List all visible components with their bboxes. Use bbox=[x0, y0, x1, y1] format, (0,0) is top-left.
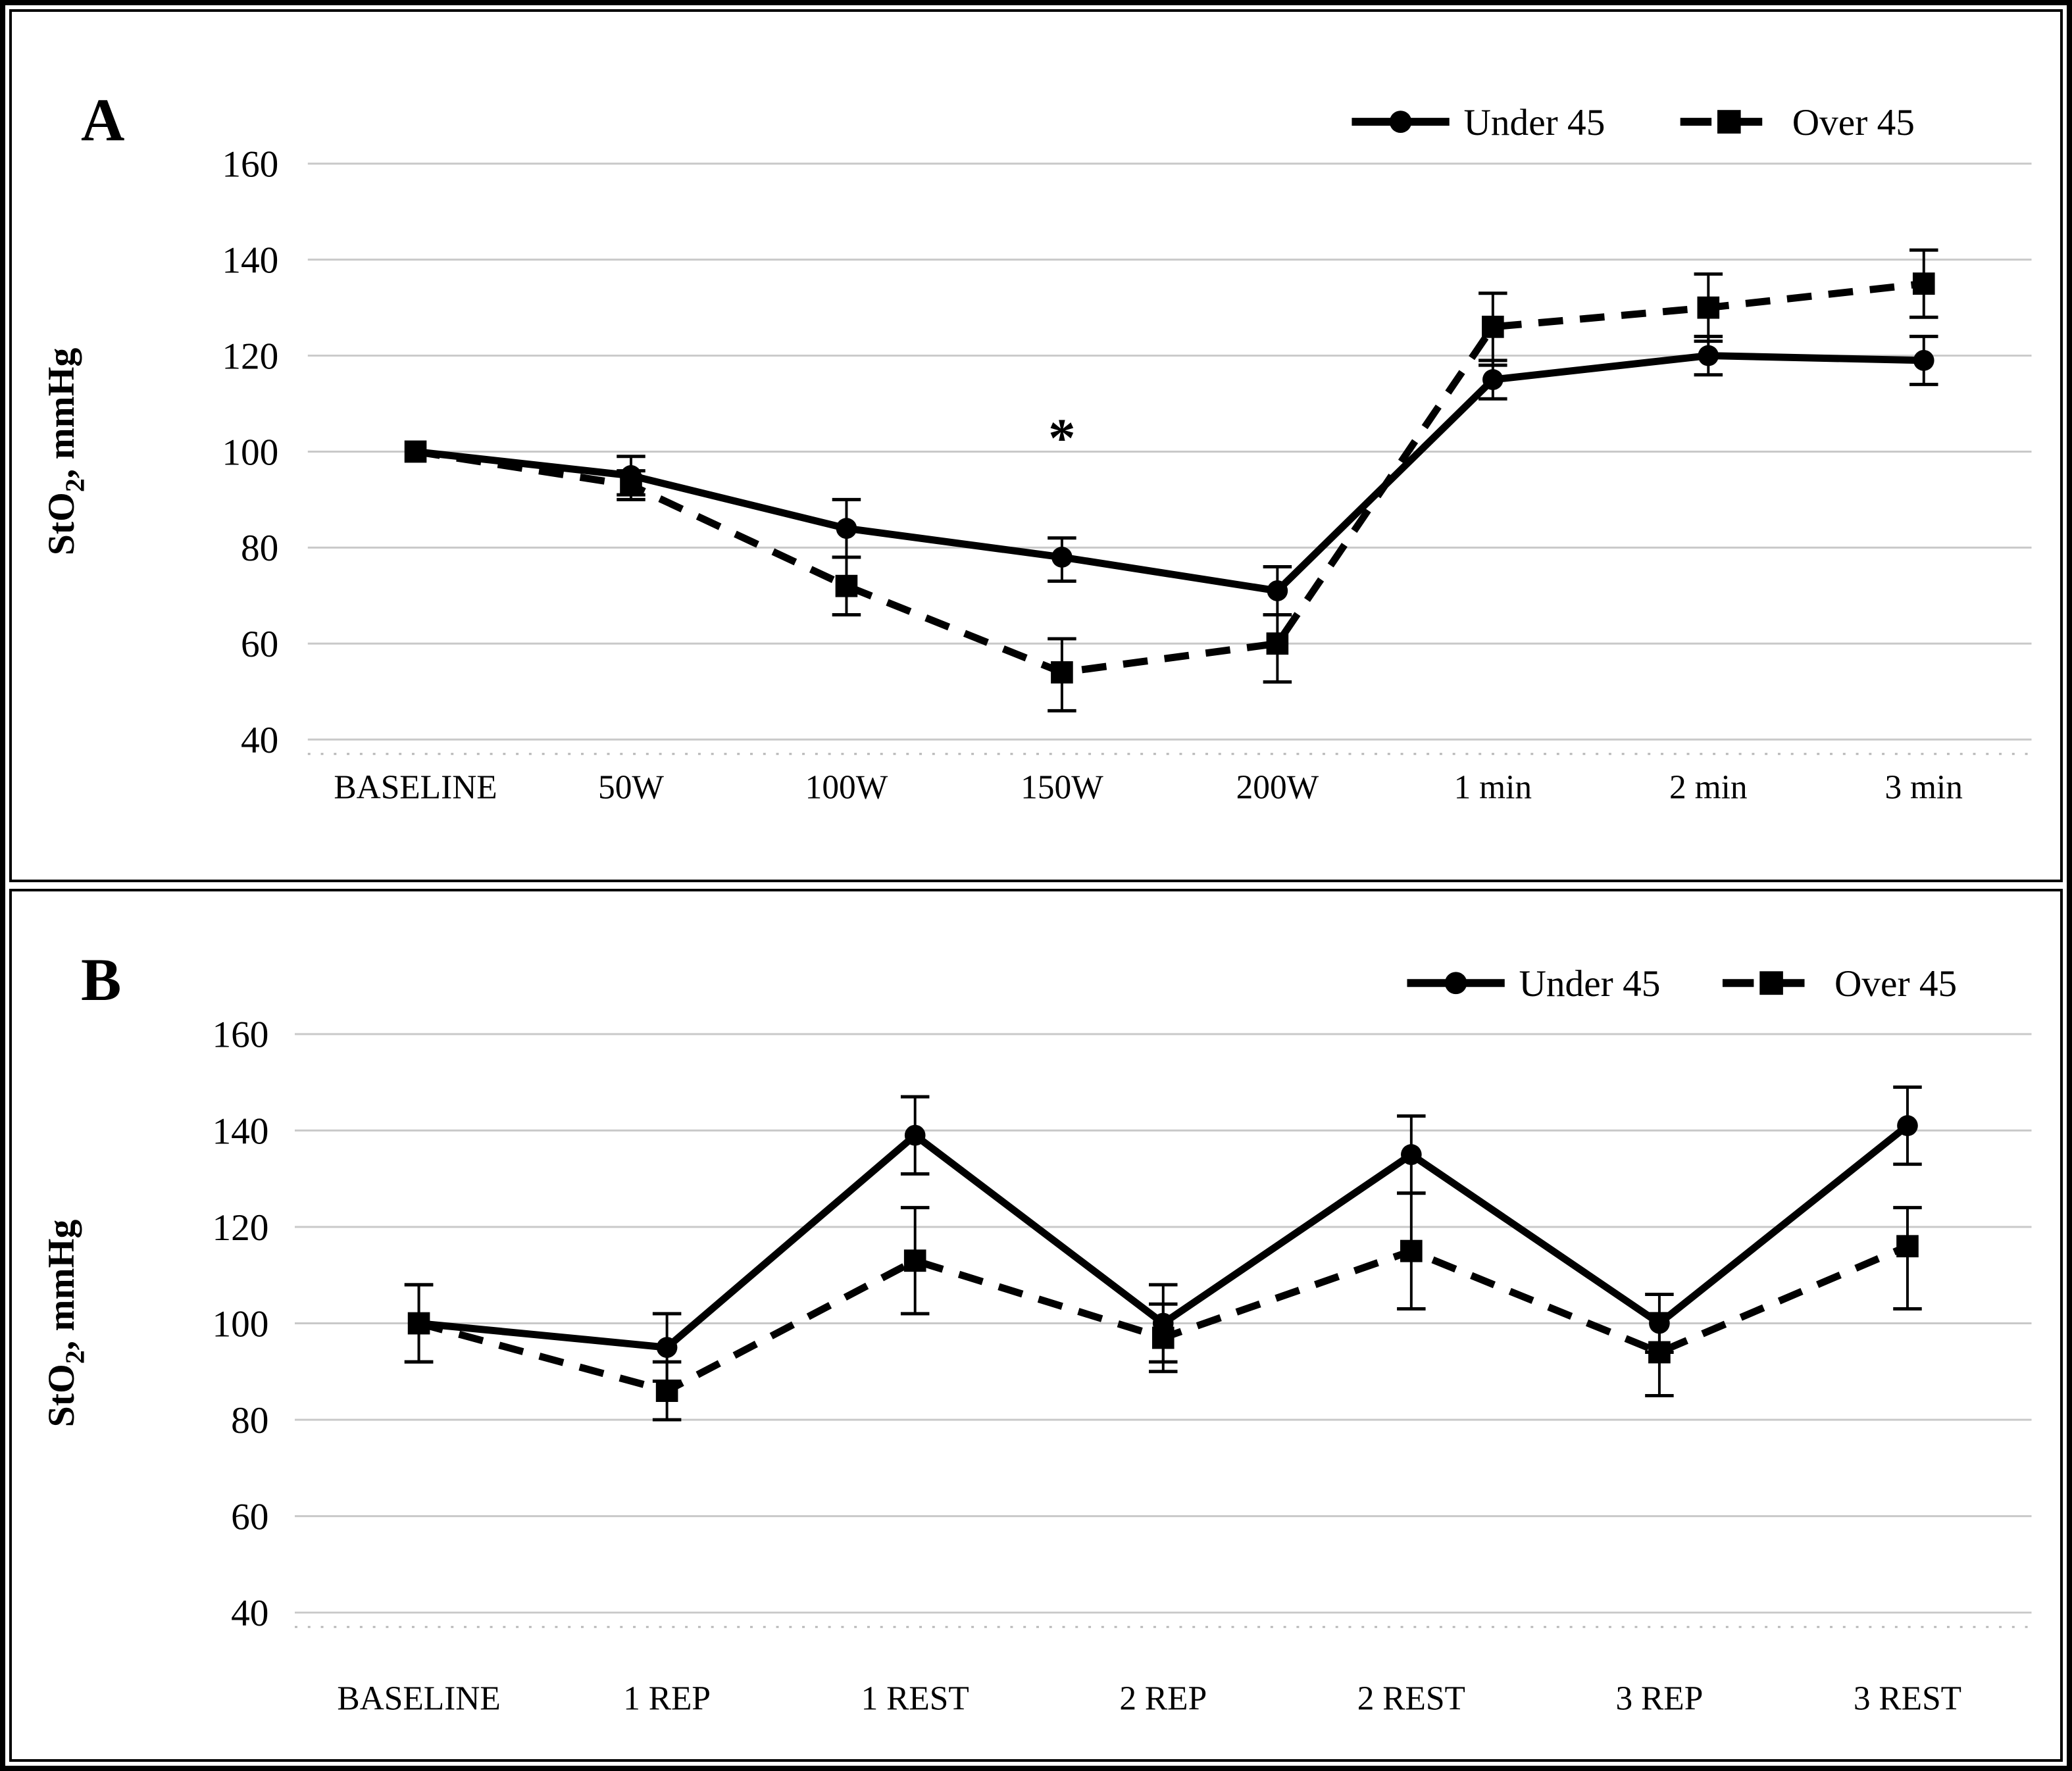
square-marker bbox=[404, 440, 427, 463]
square-marker bbox=[1482, 315, 1504, 338]
y-tick-label: 100 bbox=[213, 1303, 269, 1345]
x-tick-label: 150W bbox=[1021, 769, 1103, 807]
significance-asterisk: * bbox=[1048, 409, 1076, 469]
square-marker bbox=[1400, 1239, 1423, 1262]
circle-marker bbox=[1897, 1115, 1918, 1136]
x-tick-label: BASELINE bbox=[334, 769, 497, 807]
y-tick-label: 40 bbox=[231, 1593, 268, 1634]
y-axis-title: StO2, mmHg bbox=[41, 1219, 91, 1427]
x-tick-label: 1 min bbox=[1454, 769, 1532, 807]
circle-marker bbox=[1401, 1144, 1422, 1165]
circle-marker bbox=[1698, 345, 1719, 366]
square-marker bbox=[1896, 1235, 1919, 1258]
x-tick-label: 50W bbox=[598, 769, 664, 807]
x-tick-label: 1 REST bbox=[861, 1680, 969, 1717]
y-axis-ticks: 160 140 120 100 80 60 40 bbox=[213, 1014, 269, 1635]
series-line-under-45 bbox=[415, 352, 1924, 595]
circle-marker bbox=[1913, 349, 1934, 371]
x-tick-label: 200W bbox=[1236, 769, 1319, 807]
square-marker bbox=[903, 1249, 926, 1272]
legend: Under 45 Over 45 bbox=[1352, 102, 1915, 143]
gridlines bbox=[307, 162, 2032, 755]
y-tick-label: 140 bbox=[213, 1110, 269, 1152]
square-marker bbox=[1051, 661, 1073, 684]
circle-marker bbox=[1051, 547, 1073, 568]
legend-square-marker bbox=[1717, 110, 1741, 134]
panel-a-chart: 160 140 120 100 80 60 40 BASELINE 50W 100W 150W 200… bbox=[41, 102, 2032, 807]
square-marker bbox=[1912, 272, 1935, 295]
y-tick-label: 160 bbox=[222, 144, 278, 186]
x-tick-label: 100W bbox=[805, 769, 888, 807]
y-axis-ticks: 160 140 120 100 80 60 40 bbox=[222, 144, 278, 762]
x-tick-label: 3 min bbox=[1885, 769, 1963, 807]
x-axis-ticks: BASELINE 1 REP 1 REST 2 REP 2 REST 3 REP 3 RES… bbox=[337, 1680, 1961, 1717]
y-tick-label: 80 bbox=[241, 528, 278, 569]
series-markers-under-45 bbox=[408, 1115, 1918, 1359]
series-markers-over-45 bbox=[407, 1235, 1919, 1403]
legend-label: Under 45 bbox=[1519, 963, 1661, 1005]
circle-marker bbox=[904, 1124, 926, 1146]
square-marker bbox=[1151, 1326, 1175, 1349]
y-tick-label: 80 bbox=[231, 1400, 268, 1441]
legend: Under 45 Over 45 bbox=[1407, 963, 1957, 1005]
legend-label: Over 45 bbox=[1834, 963, 1957, 1005]
error-bars bbox=[404, 1085, 1922, 1422]
x-tick-label: 2 min bbox=[1669, 769, 1747, 807]
circle-marker bbox=[1482, 369, 1503, 390]
square-marker bbox=[835, 574, 858, 597]
panel-b-letter: B bbox=[81, 946, 122, 1013]
y-tick-label: 100 bbox=[222, 432, 278, 473]
series-markers-over-45 bbox=[404, 272, 1935, 684]
gridlines bbox=[295, 1033, 2032, 1628]
circle-marker bbox=[836, 518, 857, 539]
square-marker bbox=[1266, 632, 1289, 655]
square-marker bbox=[407, 1312, 430, 1335]
circle-marker bbox=[656, 1337, 678, 1359]
legend-circle-marker bbox=[1444, 972, 1467, 995]
y-tick-label: 60 bbox=[241, 624, 278, 665]
x-axis-ticks: BASELINE 50W 100W 150W 200W 1 min 2 min 3 min bbox=[334, 769, 1963, 807]
panel-b-chart: 160 140 120 100 80 60 40 BASELINE 1 REP 1 REST 2 R… bbox=[41, 963, 2032, 1717]
x-tick-label: 3 REP bbox=[1616, 1680, 1704, 1717]
x-tick-label: 1 REP bbox=[623, 1680, 711, 1717]
y-tick-label: 60 bbox=[231, 1496, 268, 1537]
x-tick-label: 2 REST bbox=[1357, 1680, 1465, 1717]
y-tick-label: 140 bbox=[222, 239, 278, 281]
legend-label: Under 45 bbox=[1463, 102, 1605, 143]
square-marker bbox=[1697, 296, 1720, 319]
panel-a: A 160 140 120 100 80 60 40 BASELINE 50W 100W 150W 2… bbox=[9, 9, 2063, 882]
legend-label: Over 45 bbox=[1792, 102, 1915, 143]
square-marker bbox=[620, 474, 642, 497]
legend-circle-marker bbox=[1389, 111, 1412, 134]
x-tick-label: BASELINE bbox=[337, 1680, 500, 1717]
y-tick-label: 40 bbox=[241, 720, 278, 761]
circle-marker bbox=[1649, 1312, 1670, 1334]
panel-a-letter: A bbox=[81, 86, 125, 153]
series-markers-under-45 bbox=[405, 345, 1934, 601]
circle-marker bbox=[1267, 580, 1288, 601]
panel-b: B 160 140 120 100 80 60 40 BASELINE 1 REP 1 REST 2… bbox=[9, 889, 2063, 1762]
y-tick-label: 120 bbox=[222, 336, 278, 377]
x-tick-label: 2 REP bbox=[1119, 1680, 1207, 1717]
x-tick-label: 3 REST bbox=[1854, 1680, 1961, 1717]
square-marker bbox=[1648, 1341, 1671, 1364]
series-line-over-45 bbox=[415, 280, 1925, 676]
y-tick-label: 120 bbox=[213, 1207, 269, 1249]
square-marker bbox=[655, 1380, 678, 1403]
y-axis-title: StO2, mmHg bbox=[41, 347, 91, 555]
y-tick-label: 160 bbox=[213, 1014, 269, 1056]
legend-square-marker bbox=[1759, 971, 1783, 995]
